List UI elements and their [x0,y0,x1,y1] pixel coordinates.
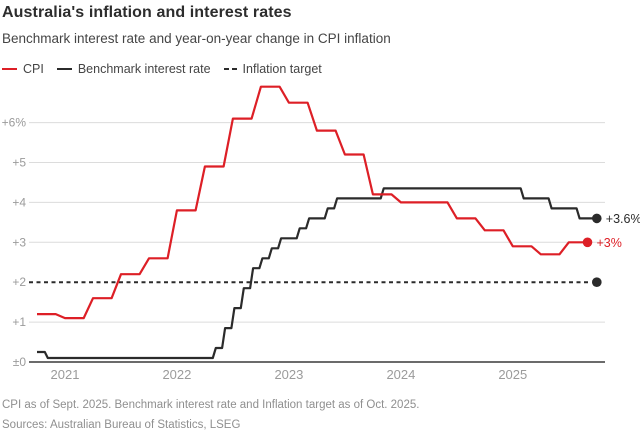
x-tick-label: 2022 [162,367,191,382]
x-tick-label: 2023 [274,367,303,382]
sources-line: Sources: Australian Bureau of Statistics… [2,419,241,431]
benchmark-rate-line [37,187,597,360]
legend-label-inflation-target: Inflation target [242,62,322,76]
footnote: CPI as of Sept. 2025. Benchmark interest… [2,399,420,411]
legend-item-cpi: CPI [2,62,44,76]
y-tick-label: +5 [12,156,26,170]
legend-item-inflation-target: Inflation target [223,62,322,76]
legend-label-benchmark-rate: Benchmark interest rate [77,62,211,76]
benchmark-rate-end-label: +3.6% [606,212,640,226]
chart-subtitle: Benchmark interest rate and year-on-year… [2,31,391,46]
y-tick-label: ±0 [13,355,27,369]
cpi-end-label: +3% [597,236,622,250]
benchmark-rate-line-swatch [56,68,72,70]
inflation-target-dashed-swatch [223,67,237,71]
x-tick-label: 2025 [498,367,527,382]
x-tick-label: 2021 [51,367,80,382]
chart-title: Australia's inflation and interest rates [2,4,292,21]
y-tick-label: +6% [2,116,27,130]
cpi-line-swatch [2,68,17,70]
cpi-end-dot [582,237,593,248]
cpi-line [37,85,588,320]
y-tick-label: +4 [12,195,26,209]
legend-label-cpi: CPI [23,62,44,76]
y-tick-label: +1 [12,315,26,329]
y-tick-label: +3 [12,235,26,249]
benchmark-rate-end-dot [592,213,602,224]
x-tick-label: 2024 [386,367,415,382]
y-tick-label: +2 [12,275,26,289]
legend: CPI Benchmark interest rate Inflation ta… [2,61,322,77]
legend-item-benchmark-rate: Benchmark interest rate [56,62,211,76]
inflation-target-end-dot [592,277,602,288]
